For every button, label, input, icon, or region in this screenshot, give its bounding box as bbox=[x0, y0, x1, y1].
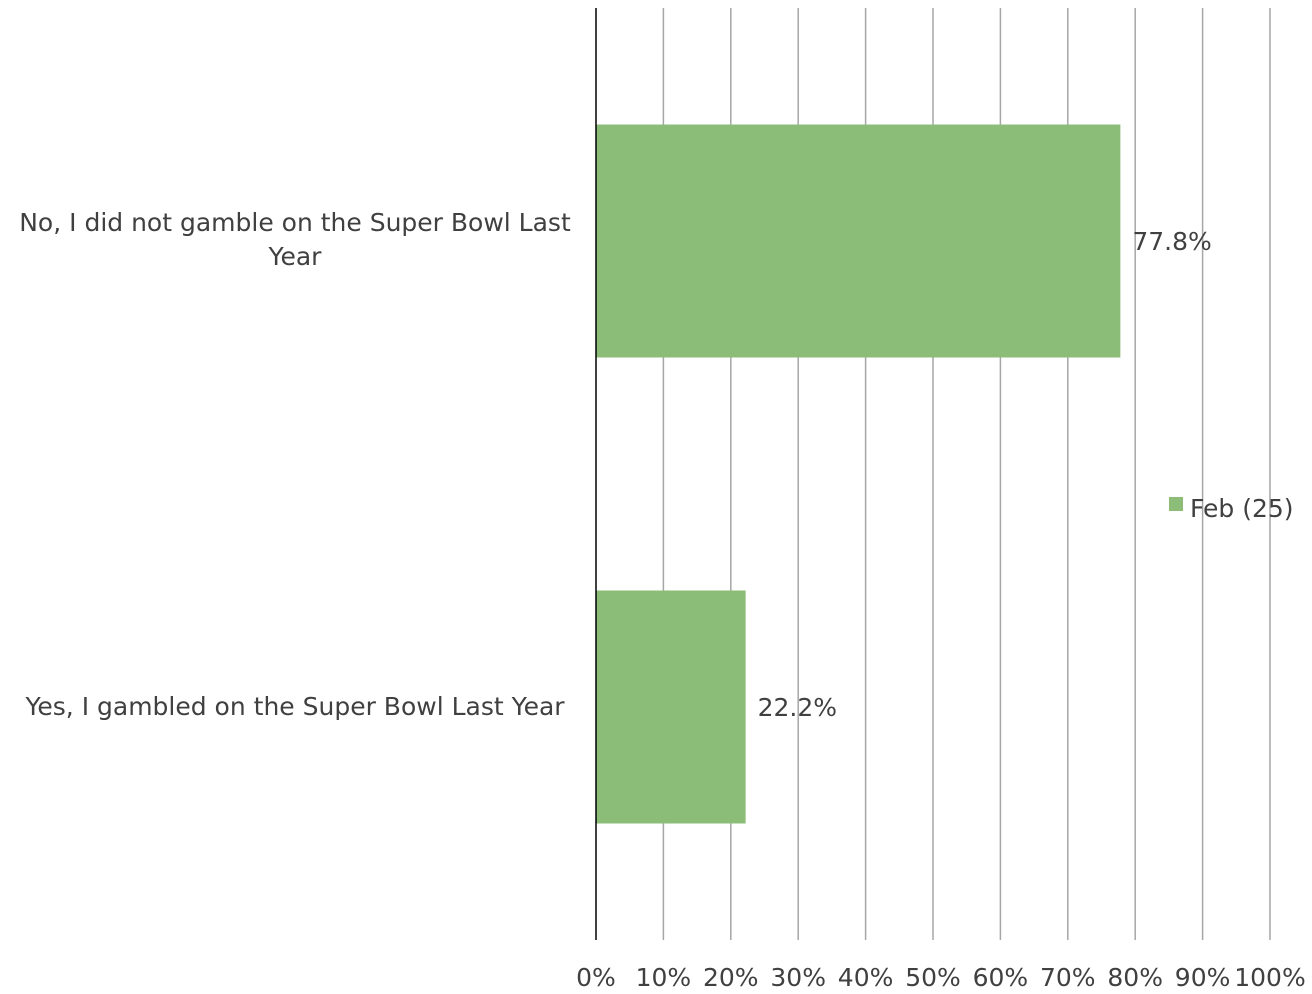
bar bbox=[596, 590, 746, 824]
category-label-yes: Yes, I gambled on the Super Bowl Last Ye… bbox=[25, 692, 565, 721]
bar bbox=[596, 124, 1121, 358]
bar-data-label: 22.2% bbox=[758, 693, 837, 722]
x-tick-label: 70% bbox=[1040, 963, 1096, 992]
x-tick-label: 40% bbox=[838, 963, 894, 992]
legend-label: Feb (25) bbox=[1190, 494, 1294, 523]
bar-data-label: 77.8% bbox=[1132, 227, 1211, 256]
x-tick-label: 80% bbox=[1107, 963, 1163, 992]
x-axis-tick-labels: 0% 10% 20% 30% 40% 50% 60% 70% 80% 90% 100% bbox=[576, 963, 1306, 992]
category-label-no: No, I did not gamble on the Super Bowl L… bbox=[19, 208, 571, 271]
x-tick-label: 0% bbox=[576, 963, 616, 992]
bars bbox=[596, 124, 1121, 824]
legend-swatch bbox=[1169, 497, 1183, 511]
x-tick-label: 20% bbox=[703, 963, 759, 992]
x-tick-label: 90% bbox=[1175, 963, 1231, 992]
legend: Feb (25) bbox=[1169, 494, 1294, 523]
x-tick-label: 60% bbox=[973, 963, 1029, 992]
data-labels: 77.8% 22.2% bbox=[758, 227, 1212, 722]
x-tick-label: 10% bbox=[636, 963, 692, 992]
x-tick-label: 30% bbox=[770, 963, 826, 992]
x-tick-label: 100% bbox=[1234, 963, 1305, 992]
x-tick-label: 50% bbox=[905, 963, 961, 992]
